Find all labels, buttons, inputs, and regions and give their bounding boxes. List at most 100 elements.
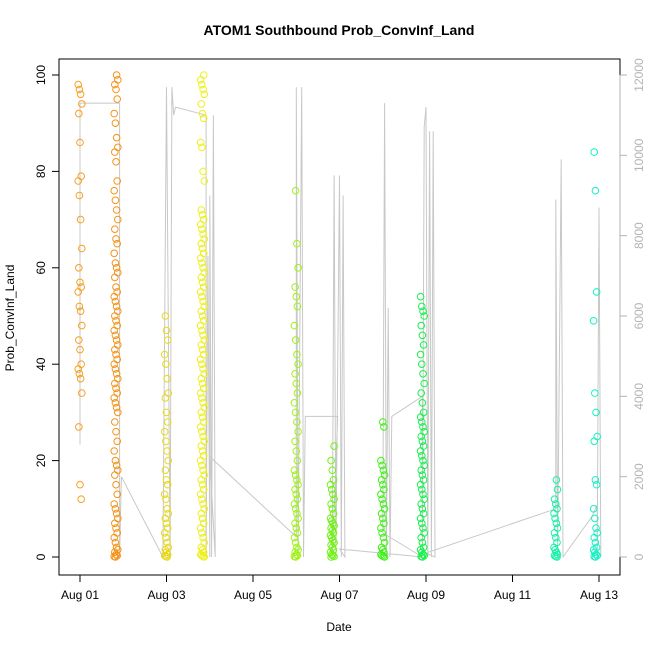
- data-point: [417, 500, 426, 508]
- data-point: [197, 273, 206, 282]
- data-point: [162, 495, 170, 504]
- y2-tick-label: 2000: [632, 463, 646, 490]
- chart-title: ATOM1 Southbound Prob_ConvInf_Land: [204, 22, 475, 38]
- data-point: [379, 418, 387, 426]
- data-point: [162, 437, 170, 446]
- data-point: [199, 230, 207, 238]
- data-point: [199, 365, 207, 373]
- data-point: [162, 519, 171, 528]
- data-point: [162, 326, 171, 335]
- data-point: [293, 239, 301, 248]
- data-point: [379, 480, 387, 489]
- data-point: [113, 490, 121, 499]
- data-point: [198, 278, 207, 287]
- data-point: [380, 553, 389, 561]
- data-point: [111, 471, 119, 479]
- y2-tick-label: 4000: [632, 383, 646, 410]
- data-point: [419, 456, 427, 465]
- data-point: [196, 288, 205, 296]
- data-point: [164, 456, 173, 465]
- data-point: [196, 254, 205, 263]
- data-point: [196, 423, 205, 431]
- data-point: [419, 490, 427, 499]
- data-point: [199, 331, 207, 340]
- data-point: [419, 524, 427, 532]
- data-point: [591, 476, 600, 484]
- data-point: [294, 427, 302, 436]
- data-point: [78, 321, 86, 330]
- data-point: [590, 437, 599, 446]
- data-point: [111, 553, 120, 561]
- data-point: [418, 553, 427, 561]
- data-point: [110, 326, 118, 335]
- data-point: [291, 538, 300, 547]
- data-point: [113, 177, 121, 185]
- data-point: [197, 341, 206, 349]
- data-point: [114, 143, 122, 152]
- data-point: [196, 456, 205, 465]
- data-point: [161, 514, 170, 523]
- data-point: [198, 211, 207, 219]
- data-point: [377, 490, 385, 499]
- data-point: [416, 480, 425, 489]
- data-point: [163, 505, 171, 513]
- data-point: [420, 529, 429, 537]
- data-point: [111, 345, 119, 354]
- data-point: [198, 461, 206, 470]
- data-point: [162, 533, 170, 542]
- data-point: [377, 509, 386, 518]
- scatter-points: [74, 71, 602, 561]
- data-point: [77, 360, 85, 369]
- data-point: [77, 172, 85, 180]
- data-point: [550, 509, 558, 518]
- data-point: [112, 509, 121, 518]
- data-point: [199, 297, 207, 306]
- data-point: [592, 288, 601, 296]
- x-tick-label: Aug 01: [61, 588, 99, 602]
- data-point: [75, 191, 84, 200]
- data-point: [114, 268, 122, 277]
- data-point: [110, 360, 118, 369]
- secondary-series-line: [79, 87, 602, 559]
- data-point: [114, 466, 122, 475]
- data-point: [163, 538, 171, 547]
- data-point: [290, 500, 299, 508]
- data-point: [199, 71, 208, 79]
- data-point: [163, 480, 172, 489]
- data-point: [293, 418, 301, 426]
- data-point: [416, 350, 425, 359]
- data-point: [112, 302, 121, 311]
- data-point: [418, 360, 426, 369]
- data-point: [112, 524, 120, 532]
- data-point: [292, 447, 301, 455]
- data-point: [198, 109, 207, 118]
- data-point: [198, 495, 206, 504]
- data-point: [199, 399, 207, 407]
- data-point: [112, 71, 121, 79]
- data-point: [591, 514, 599, 523]
- data-point: [111, 196, 120, 205]
- data-point: [198, 312, 207, 320]
- data-point: [291, 186, 300, 195]
- data-point: [291, 485, 299, 494]
- data-point: [200, 90, 209, 99]
- data-point: [293, 551, 302, 560]
- data-point: [293, 509, 301, 518]
- data-point: [419, 370, 427, 378]
- data-point: [199, 432, 207, 441]
- data-point: [553, 553, 561, 561]
- data-point: [75, 264, 83, 272]
- data-point: [378, 495, 386, 504]
- data-point: [75, 336, 83, 344]
- data-point: [198, 143, 206, 152]
- y2-tick-label: 8000: [632, 222, 646, 249]
- data-point: [111, 379, 119, 388]
- data-point: [76, 307, 85, 316]
- data-point: [417, 533, 426, 542]
- data-point: [294, 264, 302, 272]
- data-point: [418, 538, 427, 547]
- data-point: [199, 167, 207, 176]
- data-point: [198, 225, 206, 233]
- data-point: [111, 119, 120, 127]
